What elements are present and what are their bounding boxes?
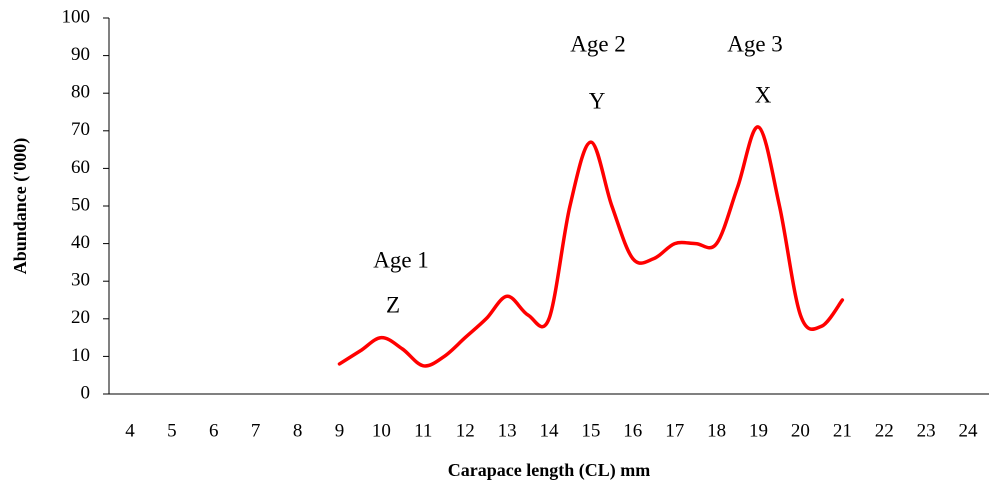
x-tick-label: 4	[125, 420, 135, 441]
x-tick-label: 5	[167, 420, 177, 441]
x-tick-label: 8	[293, 420, 303, 441]
x-tick-label: 15	[581, 420, 600, 441]
x-tick-label: 9	[335, 420, 345, 441]
x-tick-label: 22	[875, 420, 894, 441]
annotation: X	[755, 82, 772, 107]
x-tick-label: 20	[791, 420, 810, 441]
x-tick-label: 19	[749, 420, 768, 441]
x-tick-label: 17	[665, 420, 684, 441]
x-tick-label: 13	[498, 420, 517, 441]
x-tick-label: 21	[833, 420, 852, 441]
y-tick-label: 40	[71, 232, 90, 253]
x-tick-label: 16	[623, 420, 642, 441]
y-tick-label: 70	[71, 119, 90, 140]
annotation: Age 3	[727, 31, 783, 56]
x-tick-label: 10	[372, 420, 391, 441]
y-tick-label: 90	[71, 44, 90, 65]
x-tick-label: 7	[251, 420, 261, 441]
y-tick-label: 20	[71, 307, 90, 328]
annotation: Age 1	[373, 247, 429, 272]
y-tick-label: 60	[71, 157, 90, 178]
data-line	[337, 125, 845, 368]
y-tick-label: 100	[62, 6, 91, 27]
x-tick-label: 12	[456, 420, 475, 441]
y-axis-title: Abundance ('000)	[10, 138, 31, 275]
x-tick-label: 14	[540, 420, 560, 441]
x-tick-label: 6	[209, 420, 219, 441]
y-tick-label: 30	[71, 270, 90, 291]
x-tick-label: 18	[707, 420, 726, 441]
annotation: Age 2	[570, 31, 626, 56]
x-tick-label: 11	[414, 420, 432, 441]
annotation: Y	[589, 88, 606, 113]
x-tick-label: 24	[959, 420, 979, 441]
x-axis-title: Carapace length (CL) mm	[448, 460, 650, 481]
y-tick-label: 0	[81, 382, 91, 403]
y-tick-label: 10	[71, 345, 90, 366]
annotation: Z	[386, 292, 400, 317]
y-tick-label: 50	[71, 194, 90, 215]
x-tick-label: 23	[917, 420, 936, 441]
y-tick-label: 80	[71, 82, 90, 103]
